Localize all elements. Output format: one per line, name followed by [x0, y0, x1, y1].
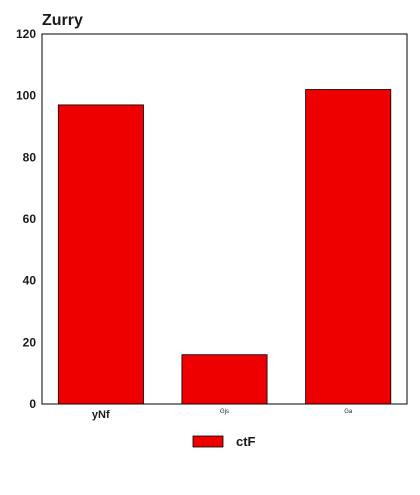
x-tick-label: yNf — [92, 409, 110, 421]
chart-title: Zurry — [42, 12, 83, 29]
bar-Gjs — [181, 354, 268, 405]
legend-label: ctF — [236, 434, 256, 449]
bars-layer — [57, 89, 392, 405]
legend: ctF — [192, 434, 256, 449]
y-tick-label: 60 — [23, 212, 37, 226]
y-tick-label: 80 — [23, 150, 37, 164]
legend-swatch — [192, 435, 224, 448]
x-axis: yNf Gjs Ga — [92, 409, 353, 421]
bar-Ga — [305, 89, 392, 405]
y-tick-label: 0 — [29, 397, 36, 411]
plot-frame — [41, 33, 408, 405]
bar-yNf — [57, 104, 144, 405]
y-tick-label: 120 — [16, 27, 36, 41]
y-tick-label: 20 — [23, 335, 37, 349]
y-tick-label: 40 — [23, 274, 37, 288]
x-tick-label: Gjs — [220, 409, 229, 415]
x-tick-label: Ga — [344, 409, 353, 415]
y-axis: 0 20 40 60 80 100 120 — [16, 27, 36, 411]
y-tick-label: 100 — [16, 89, 36, 103]
